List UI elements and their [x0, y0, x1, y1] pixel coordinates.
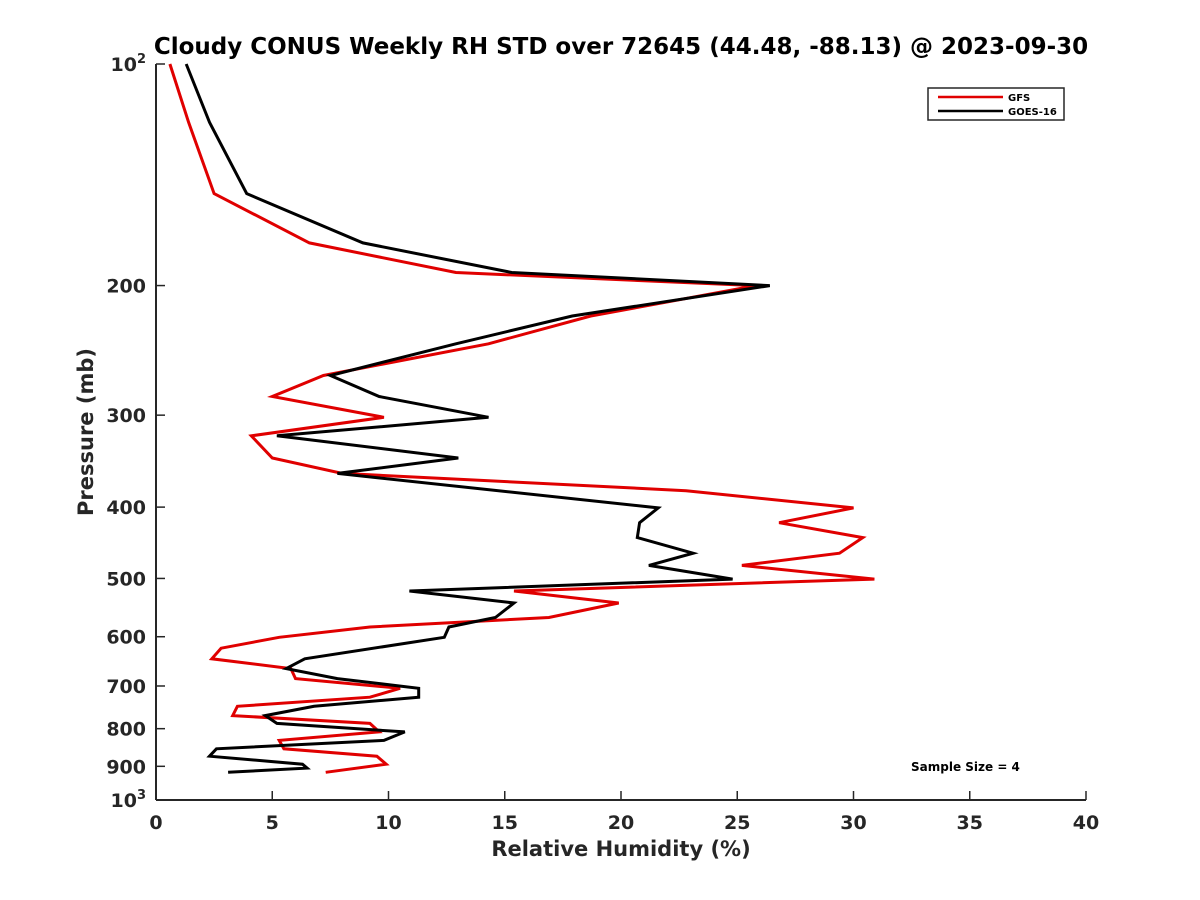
- y-tick-label: 103: [111, 788, 147, 812]
- legend-label-gfs: GFS: [1008, 93, 1030, 104]
- x-axis-title: Relative Humidity (%): [491, 837, 750, 861]
- x-tick-label: 30: [840, 812, 866, 834]
- sample-size-annotation: Sample Size = 4: [911, 760, 1020, 774]
- x-tick-label: 20: [608, 812, 634, 834]
- series-line-goes16: [184, 63, 771, 774]
- y-axis-ticks: 102 200 300 400 500 600 700 800 900 103: [106, 52, 165, 812]
- y-axis-title: Pressure (mb): [74, 348, 98, 516]
- legend-label-goes16: GOES-16: [1008, 107, 1057, 118]
- x-tick-label: 10: [375, 812, 401, 834]
- x-axis-ticks: 0 5 10 15 20 25 30 35 40: [149, 791, 1099, 834]
- y-tick-label: 102: [111, 52, 147, 76]
- y-tick-label: 200: [106, 276, 146, 298]
- y-tick-label: 900: [106, 756, 146, 778]
- series-layer: [168, 63, 875, 774]
- y-tick-label: 700: [106, 676, 146, 698]
- x-tick-label: 5: [266, 812, 279, 834]
- y-tick-label: 800: [106, 719, 146, 741]
- y-tick-label: 300: [106, 405, 146, 427]
- x-tick-label: 40: [1073, 812, 1099, 834]
- series-line-gfs: [168, 63, 875, 774]
- y-tick-label: 400: [106, 497, 146, 519]
- plot-area: [156, 64, 1086, 800]
- y-tick-label: 600: [106, 627, 146, 649]
- legend-box: [927, 87, 1065, 121]
- legend: GFS GOES-16: [927, 87, 1065, 121]
- x-tick-label: 0: [149, 812, 162, 834]
- x-tick-label: 25: [724, 812, 750, 834]
- x-tick-label: 15: [492, 812, 518, 834]
- chart-title: Cloudy CONUS Weekly RH STD over 72645 (4…: [154, 34, 1088, 60]
- x-tick-label: 35: [957, 812, 983, 834]
- y-tick-label: 500: [106, 568, 146, 590]
